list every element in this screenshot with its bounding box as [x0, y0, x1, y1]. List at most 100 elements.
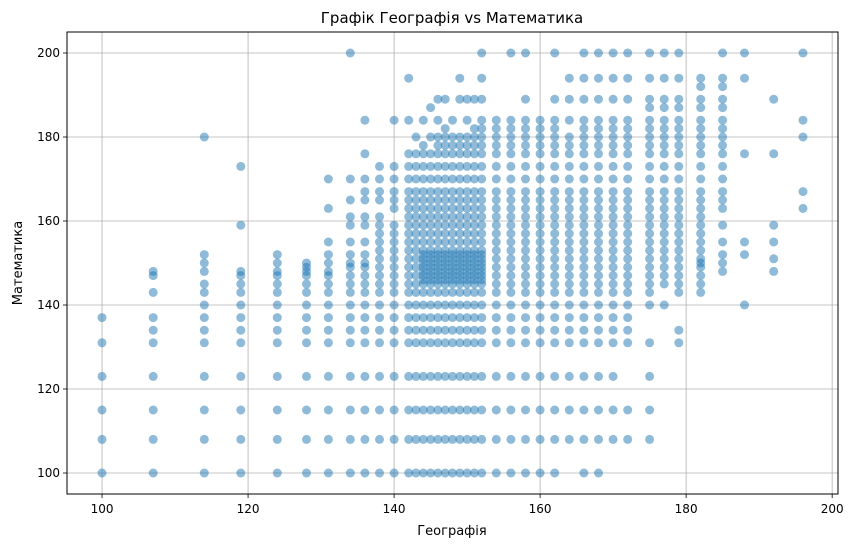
scatter-point	[696, 161, 706, 171]
scatter-point	[148, 325, 158, 335]
scatter-point	[506, 212, 516, 222]
scatter-point	[148, 313, 158, 323]
scatter-point	[491, 237, 501, 247]
scatter-point	[477, 115, 487, 125]
scatter-point	[477, 174, 487, 184]
scatter-point	[323, 266, 333, 276]
scatter-point	[375, 237, 384, 247]
scatter-point	[411, 405, 421, 415]
scatter-point	[550, 132, 560, 142]
scatter-point	[433, 405, 443, 415]
scatter-point	[550, 254, 560, 264]
scatter-point	[674, 203, 684, 213]
scatter-point	[491, 338, 501, 348]
scatter-point	[659, 132, 669, 142]
scatter-point	[411, 229, 421, 239]
scatter-point	[375, 229, 384, 239]
scatter-point	[462, 338, 472, 348]
scatter-point	[491, 371, 501, 381]
scatter-point	[718, 266, 728, 276]
scatter-point	[272, 371, 282, 381]
scatter-point	[199, 132, 209, 142]
scatter-point	[236, 161, 246, 171]
scatter-point	[564, 149, 574, 159]
scatter-point	[718, 140, 728, 150]
scatter-point	[659, 115, 669, 125]
scatter-point	[433, 300, 443, 310]
scatter-point	[455, 161, 465, 171]
scatter-point	[564, 434, 574, 444]
scatter-point	[302, 338, 311, 348]
scatter-point	[608, 271, 618, 281]
scatter-point	[645, 262, 655, 272]
scatter-point	[645, 203, 655, 213]
scatter-point	[389, 254, 399, 264]
scatter-point	[579, 124, 589, 134]
scatter-point	[696, 140, 706, 150]
scatter-point	[645, 245, 655, 255]
scatter-point	[411, 254, 421, 264]
scatter-point	[404, 229, 414, 239]
scatter-point	[608, 161, 618, 171]
scatter-point	[375, 195, 384, 205]
scatter-point	[696, 124, 706, 134]
scatter-point	[623, 245, 633, 255]
scatter-point	[455, 468, 465, 478]
scatter-point	[696, 195, 706, 205]
scatter-point	[645, 237, 655, 247]
scatter-point	[623, 115, 633, 125]
scatter-point	[674, 48, 684, 58]
scatter-point	[404, 338, 414, 348]
scatter-point	[594, 313, 603, 323]
scatter-point	[477, 220, 487, 230]
scatter-point	[272, 300, 282, 310]
scatter-point	[345, 48, 355, 58]
scatter-point	[360, 149, 370, 159]
scatter-point	[404, 73, 414, 83]
scatter-point	[448, 300, 457, 310]
scatter-point	[404, 195, 414, 205]
scatter-point	[645, 338, 655, 348]
scatter-point	[477, 203, 487, 213]
scatter-point	[645, 73, 655, 83]
scatter-point	[375, 161, 384, 171]
x-tick-label: 200	[821, 502, 844, 516]
scatter-point	[564, 229, 574, 239]
scatter-point	[455, 174, 465, 184]
scatter-point	[769, 220, 779, 230]
scatter-point	[594, 245, 603, 255]
scatter-point	[426, 245, 436, 255]
scatter-point	[718, 124, 728, 134]
scatter-point	[550, 371, 560, 381]
scatter-point	[594, 338, 603, 348]
scatter-point	[360, 212, 370, 222]
scatter-point	[455, 237, 465, 247]
scatter-point	[302, 405, 311, 415]
scatter-point	[594, 161, 603, 171]
scatter-point	[375, 434, 384, 444]
scatter-point	[659, 161, 669, 171]
scatter-point	[550, 245, 560, 255]
scatter-point	[375, 300, 384, 310]
scatter-point	[440, 300, 450, 310]
scatter-point	[564, 338, 574, 348]
scatter-point	[404, 405, 414, 415]
scatter-point	[448, 149, 457, 159]
scatter-point	[645, 174, 655, 184]
scatter-point	[345, 220, 355, 230]
scatter-point	[521, 313, 530, 323]
scatter-point	[535, 220, 545, 230]
scatter-point	[674, 229, 684, 239]
scatter-point	[302, 287, 311, 297]
scatter-point	[375, 279, 384, 289]
scatter-point	[199, 287, 209, 297]
scatter-point	[404, 212, 414, 222]
scatter-point	[645, 287, 655, 297]
scatter-point	[608, 405, 618, 415]
scatter-point	[469, 203, 479, 213]
scatter-point	[579, 262, 589, 272]
scatter-point	[550, 300, 560, 310]
scatter-point	[418, 245, 428, 255]
scatter-point	[455, 245, 465, 255]
